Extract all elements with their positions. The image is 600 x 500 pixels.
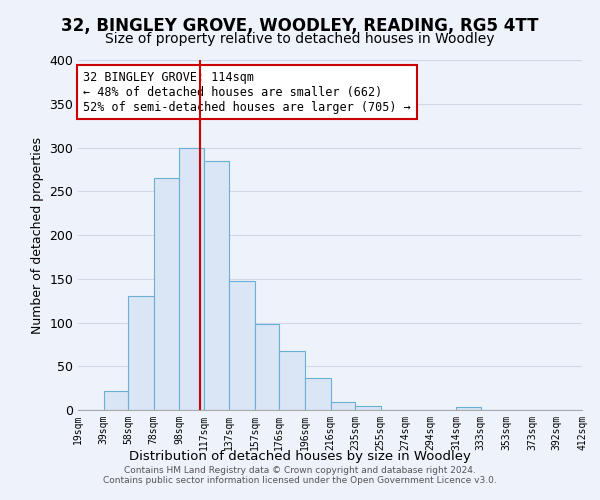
Text: 32, BINGLEY GROVE, WOODLEY, READING, RG5 4TT: 32, BINGLEY GROVE, WOODLEY, READING, RG5…: [61, 18, 539, 36]
Text: Distribution of detached houses by size in Woodley: Distribution of detached houses by size …: [129, 450, 471, 463]
Bar: [128, 296, 154, 410]
Bar: [355, 406, 380, 410]
Bar: [280, 350, 305, 410]
Bar: [229, 282, 255, 410]
Bar: [457, 408, 481, 410]
Text: Contains HM Land Registry data © Crown copyright and database right 2024.
Contai: Contains HM Land Registry data © Crown c…: [103, 466, 497, 485]
Bar: [331, 402, 355, 410]
Text: 32 BINGLEY GROVE: 114sqm
← 48% of detached houses are smaller (662)
52% of semi-: 32 BINGLEY GROVE: 114sqm ← 48% of detach…: [83, 70, 411, 114]
Bar: [203, 160, 229, 410]
Text: Size of property relative to detached houses in Woodley: Size of property relative to detached ho…: [105, 32, 495, 46]
Bar: [305, 378, 331, 410]
Bar: [154, 178, 179, 410]
Y-axis label: Number of detached properties: Number of detached properties: [31, 136, 44, 334]
Bar: [255, 324, 280, 410]
Bar: [179, 148, 203, 410]
Bar: [104, 391, 128, 410]
